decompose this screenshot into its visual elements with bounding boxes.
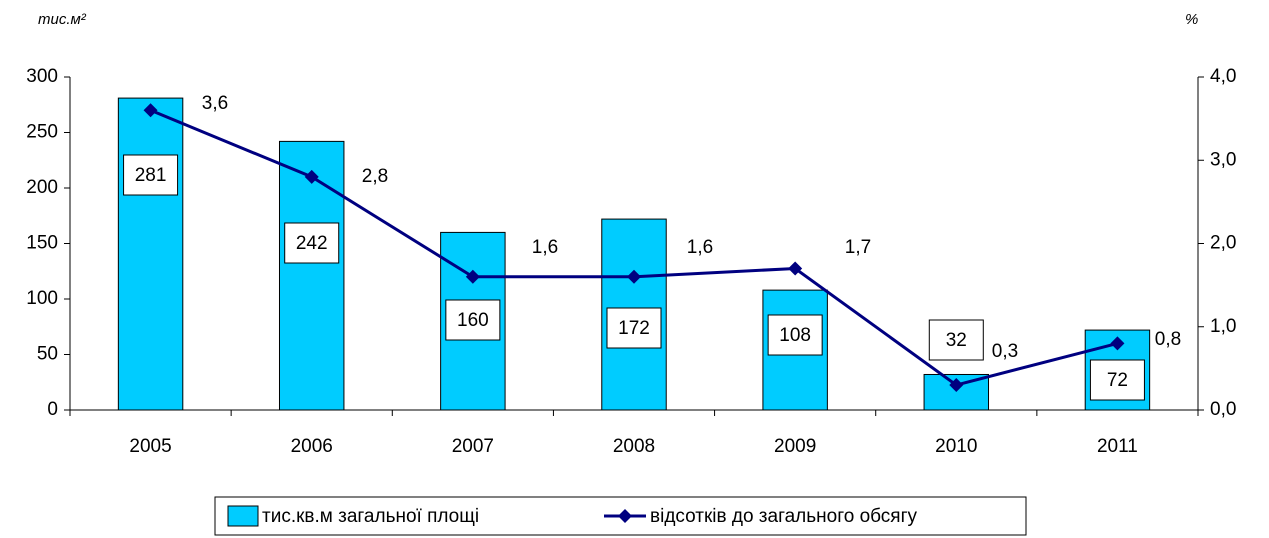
- y2-tick-label: 0,0: [1210, 399, 1236, 420]
- bar: [278, 140, 345, 411]
- y-tick-label: 0: [47, 399, 58, 420]
- legend-label: тис.кв.м загальної площі: [262, 506, 479, 527]
- x-tick-label: 2006: [291, 436, 333, 457]
- marker: [1110, 336, 1125, 351]
- data-label: 281: [135, 165, 167, 186]
- x-tick-label: 2009: [774, 436, 816, 457]
- data-label-box: [1089, 359, 1145, 401]
- data-label: 1,6: [687, 237, 713, 258]
- data-label: 72: [1107, 370, 1128, 391]
- y2-tick-label: 4,0: [1210, 66, 1236, 87]
- y2-axis-label: %: [1185, 11, 1198, 28]
- marker: [949, 378, 964, 393]
- data-label-box: [284, 222, 340, 264]
- y-tick-label: 150: [26, 233, 58, 254]
- data-label: 172: [618, 318, 650, 339]
- y-axis-label: тис.м²: [38, 11, 87, 28]
- data-label: 0,3: [992, 341, 1018, 362]
- data-label-box: [445, 299, 501, 341]
- data-label: 1,7: [845, 237, 871, 258]
- data-label: 0,8: [1155, 329, 1181, 350]
- y-tick-label: 300: [26, 66, 58, 87]
- data-label: 32: [946, 330, 967, 351]
- data-label-box: [606, 307, 662, 349]
- x-tick-label: 2007: [452, 436, 494, 457]
- x-tick-label: 2010: [935, 436, 977, 457]
- legend-label: відсотків до загального обсягу: [650, 506, 918, 527]
- marker: [304, 169, 319, 184]
- data-label-box: [767, 314, 823, 356]
- legend-swatch: [227, 505, 259, 527]
- data-label-box: [928, 319, 984, 361]
- data-label: 3,6: [202, 93, 228, 114]
- data-label: 108: [779, 325, 811, 346]
- x-tick-label: 2011: [1097, 436, 1138, 457]
- marker: [788, 261, 803, 276]
- y-tick-label: 100: [26, 288, 58, 309]
- y2-tick-label: 2,0: [1210, 233, 1236, 254]
- y2-tick-label: 1,0: [1210, 316, 1236, 337]
- data-label: 2,8: [362, 166, 388, 187]
- y-tick-label: 200: [26, 177, 58, 198]
- x-tick-label: 2005: [129, 436, 171, 457]
- marker: [465, 269, 480, 284]
- x-tick-label: 2008: [613, 436, 655, 457]
- y2-tick-label: 3,0: [1210, 149, 1236, 170]
- data-label: 1,6: [532, 237, 558, 258]
- legend-marker: [618, 509, 632, 523]
- data-label: 160: [457, 310, 489, 331]
- marker: [143, 103, 158, 118]
- data-label: 242: [296, 233, 328, 254]
- y-tick-label: 50: [37, 344, 58, 365]
- y-tick-label: 250: [26, 122, 58, 143]
- data-label-box: [123, 154, 179, 196]
- marker: [627, 269, 641, 284]
- bar: [117, 97, 184, 411]
